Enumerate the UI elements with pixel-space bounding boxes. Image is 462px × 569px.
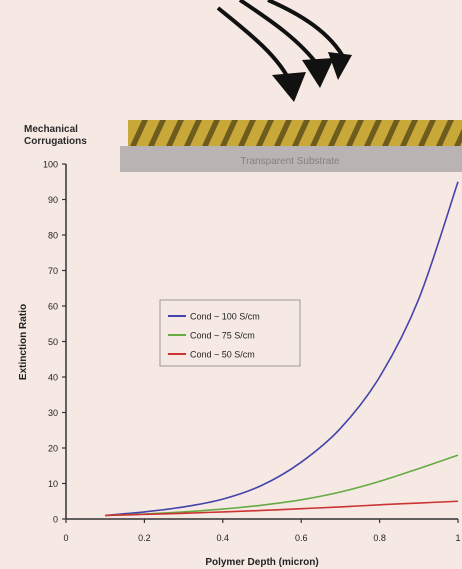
series-line-2 [105,454,459,517]
corrugation-tooth [292,120,310,146]
corrugation-tooth [400,120,418,146]
legend-label: Cond ~ 50 S/cm [190,350,255,360]
corrugation-tooth [418,120,436,146]
corrugation-tooth [184,120,202,146]
y-tick-label: 60 [48,302,58,312]
y-tick-label: 0 [53,515,58,525]
y-tick-label: 80 [48,231,58,241]
corrugation-diagram: Transparent Substrate Mechanical Corruga… [24,0,462,172]
x-ticks: 0 0.2 0.4 0.6 0.8 1 [63,519,461,543]
corrugation-tooth [130,120,148,146]
corrugation-tooth [166,120,184,146]
legend-label: Cond ~ 75 S/cm [190,331,255,341]
legend-label: Cond ~ 100 S/cm [190,312,260,322]
y-tick-label: 30 [48,408,58,418]
light-arrows-icon [216,0,352,102]
y-tick-label: 40 [48,373,58,383]
series-line-1 [105,181,459,517]
corrugation-tooth [220,120,238,146]
y-tick-label: 20 [48,444,58,454]
x-tick-label: 1 [455,533,460,543]
corrugation-tooth [148,120,166,146]
corrugation-teeth [130,120,462,146]
x-tick-label: 0.2 [138,533,151,543]
corrugation-tooth [382,120,400,146]
x-tick-label: 0.8 [373,533,386,543]
y-axis-label: Extinction Ratio [18,304,29,380]
transparent-substrate [120,146,462,172]
x-tick-label: 0.6 [295,533,308,543]
corrugation-tooth [328,120,346,146]
corrugation-tooth [202,120,220,146]
y-tick-label: 90 [48,195,58,205]
left-label-line2: Corrugations [24,136,87,147]
y-tick-label: 70 [48,266,58,276]
legend: Cond ~ 100 S/cm Cond ~ 75 S/cm Cond ~ 50 S… [159,299,301,367]
y-tick-label: 50 [48,337,58,347]
left-label-line1: Mechanical [24,124,78,135]
y-tick-label: 100 [43,160,58,170]
corrugation-tooth [346,120,364,146]
plot-area: 0 10 20 30 40 50 60 70 80 90 100 0 0.2 0.4 0.6 0.8 1 [43,160,461,544]
corrugation-tooth [256,120,274,146]
x-axis-label: Polymer Depth (micron) [205,557,318,568]
corrugation-tooth [274,120,292,146]
corrugation-tooth [364,120,382,146]
corrugation-tooth [454,128,462,146]
corrugation-tooth [238,120,256,146]
substrate-label: Transparent Substrate [240,156,340,167]
y-ticks: 0 10 20 30 40 50 60 70 80 90 100 [43,160,66,525]
corrugation-tooth [436,120,454,146]
series-lines [105,181,459,517]
corrugation-tooth [310,120,328,146]
x-tick-label: 0.4 [217,533,230,543]
series-line-3 [105,500,459,517]
x-tick-label: 0 [63,533,68,543]
y-tick-label: 10 [48,479,58,489]
